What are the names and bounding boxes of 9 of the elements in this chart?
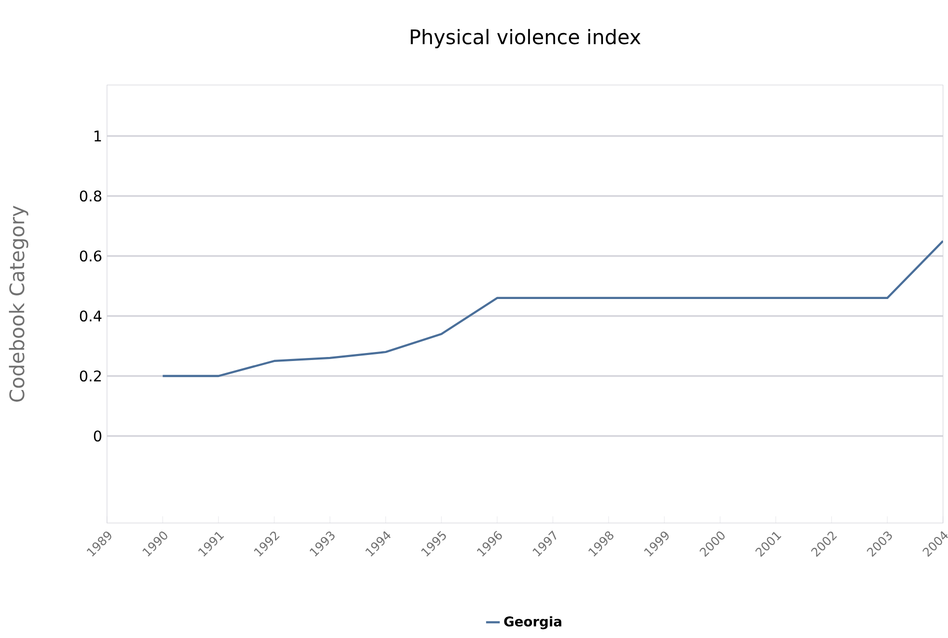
y-tick-label: 0 [94, 430, 102, 442]
y-axis-title: Codebook Category [8, 206, 28, 402]
y-tick-label: 0.8 [80, 190, 102, 202]
y-tick-label: 0.4 [80, 310, 102, 322]
y-tick-label: 0.2 [80, 370, 101, 382]
legend-label: Georgia [504, 616, 562, 630]
chart-title: Physical violence index [410, 28, 641, 48]
y-tick-label: 0.6 [80, 250, 102, 262]
y-tick-label: 1 [94, 130, 101, 142]
